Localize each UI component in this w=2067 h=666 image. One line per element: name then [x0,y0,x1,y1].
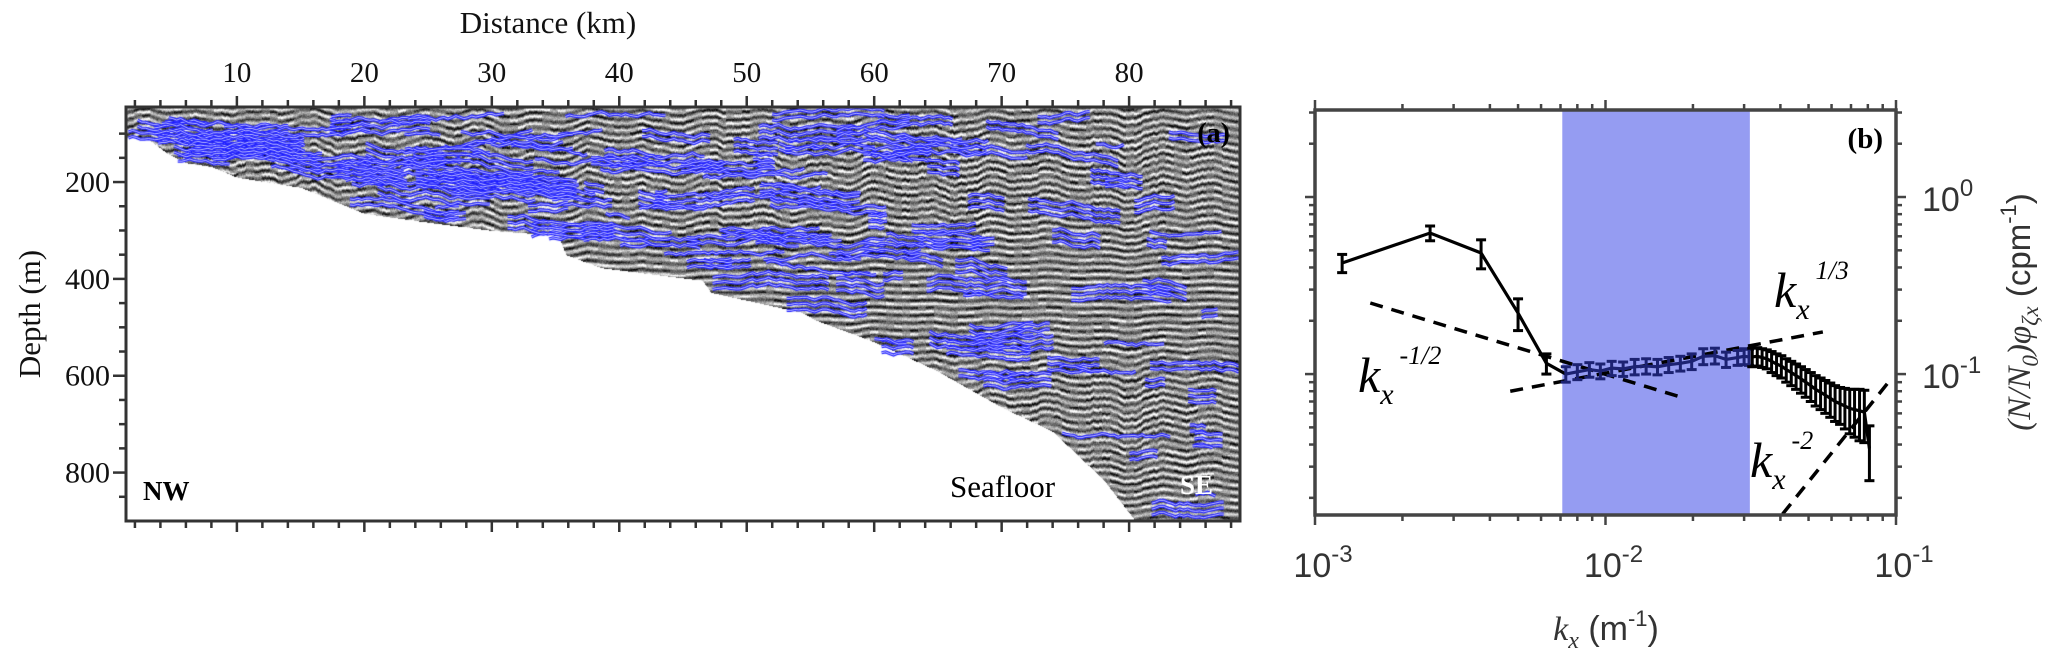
data-point [1337,252,1348,275]
tick-exponent: -3 [1331,541,1352,568]
y-tick-label: 200 [65,166,110,199]
reference-line-label-2: kx-2 [1750,426,1813,496]
data-point [1584,361,1595,379]
tick-base: 10 [1922,181,1960,219]
panel-label-a: (a) [1197,118,1230,149]
data-point [1476,238,1487,271]
seismic-section-image [126,107,1240,521]
y-axis-title: (N/N0)φζx (cpm-1) [1996,193,2043,431]
x-tick-label: 10-3 [1293,541,1352,585]
tick-exponent: -2 [1622,541,1643,568]
series-line-1 [1565,354,1750,376]
y-tick-label: 400 [65,263,110,296]
reference-line-0 [1369,301,1679,398]
y-tick-label: 600 [65,360,110,393]
tick-base: 10 [1874,547,1912,585]
data-point [1425,224,1436,243]
data-point [1820,378,1831,415]
x-tick-label: 70 [987,57,1016,89]
reference-line-label-1: kx1/3 [1774,256,1849,326]
data-point [1641,357,1652,376]
y-tick-label: 800 [65,457,110,490]
data-point [1810,374,1821,408]
x-tick-label: 60 [860,57,889,89]
data-point [1698,347,1709,367]
tick-base: 10 [1584,547,1622,585]
series-line-0 [1341,231,1567,376]
data-point [1652,357,1663,377]
data-point [1686,352,1697,372]
x-tick-label: 10 [222,57,251,89]
data-point [1864,424,1875,483]
tick-exponent: -1 [1960,352,1981,379]
reference-line-2 [1781,381,1890,516]
data-point [1721,350,1732,369]
y-tick-label: 100 [1922,175,1973,219]
data-point [1572,363,1583,382]
data-point [1781,357,1792,384]
data-point [1595,362,1606,381]
x-tick-label: 80 [1115,57,1144,89]
x-tick-label: 50 [732,57,761,89]
y-axis-title: Depth (m) [12,250,47,378]
data-point [1859,388,1870,445]
shaded-band [1562,110,1750,515]
data-point [1541,352,1552,376]
data-point [1663,356,1674,375]
panel-label-b: (b) [1848,123,1883,155]
seafloor-label: Seafloor [950,469,1056,504]
nw-label: NW [143,476,190,506]
y-tick-label: 10-1 [1922,352,1981,396]
panel-a-axes-box [124,105,1242,523]
x-tick-label: 10-2 [1584,541,1643,585]
x-tick-label: 40 [605,57,634,89]
data-point [1805,371,1816,404]
data-point [1709,346,1720,366]
reference-line-label-0: kx-1/2 [1358,341,1441,411]
data-point [1830,384,1841,423]
data-point [1606,359,1617,378]
x-axis-title: kx (m-1) [1553,606,1659,654]
data-point [1513,297,1524,333]
tick-base: 10 [1922,358,1960,396]
data-point [1800,368,1811,399]
tick-exponent: 0 [1960,175,1973,202]
data-point [1560,365,1571,384]
x-tick-label: 10-1 [1874,541,1933,585]
x-tick-label: 30 [477,57,506,89]
panel-a: 10 20 30 40 50 60 70 80 200 400 600 800 Distance (km… [12,5,1242,532]
x-axis-title: Distance (km) [460,5,636,40]
x-tick-label: 20 [350,57,379,89]
data-point [1675,354,1686,373]
tick-exponent: -1 [1912,541,1933,568]
data-point [1618,360,1629,378]
data-point [1629,357,1640,377]
tick-base: 10 [1293,547,1331,585]
se-label: SE [1180,470,1213,500]
